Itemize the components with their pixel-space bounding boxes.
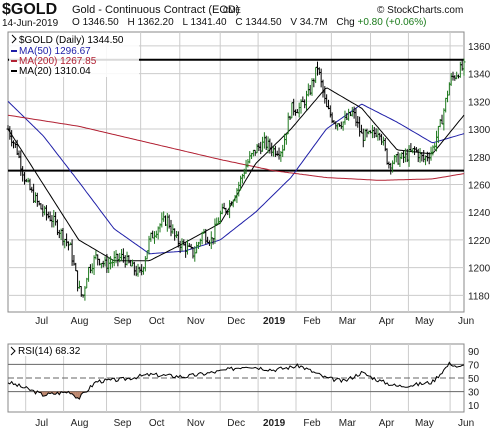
change-value: +0.80 (+0.06%) — [357, 17, 427, 28]
open-value: 1346.50 — [82, 17, 119, 28]
moving-average-line — [7, 100, 465, 255]
chart-header: $GOLD Gold - Continuous Contract (EOD) C… — [0, 0, 496, 30]
x-tick-label: Apr — [379, 316, 395, 327]
x-tick-label: 2019 — [263, 316, 286, 327]
price-bars-group — [6, 58, 466, 301]
rsi-oversold-fill — [44, 391, 47, 396]
rsi-x-tick-label: Nov — [187, 418, 205, 429]
rsi-title: RSI(14) 68.32 — [18, 346, 81, 357]
moving-average-line — [7, 87, 465, 262]
rsi-oversold-fill — [53, 391, 56, 395]
instrument-name: Gold - Continuous Contract (EOD) — [72, 4, 240, 16]
low-value: 1341.40 — [190, 17, 227, 28]
rsi-oversold-fill — [42, 391, 45, 397]
low-label: L — [182, 17, 188, 28]
y-tick-label: 1240 — [468, 208, 491, 219]
y-tick-label: 1200 — [468, 264, 491, 275]
x-tick-label: Oct — [149, 316, 165, 327]
legend-background — [9, 33, 139, 77]
rsi-x-tick-label: Sep — [114, 418, 132, 429]
close-label: C — [235, 17, 243, 28]
price-series-marker — [11, 34, 17, 44]
rsi-x-tick-label: May — [415, 418, 434, 429]
rsi-x-tick-label: Feb — [303, 418, 321, 429]
rsi-series-marker — [10, 346, 16, 356]
quote-date: 14-Jun-2019 — [2, 18, 59, 29]
y-tick-label: 1340 — [468, 70, 491, 81]
moving-average-line — [7, 114, 465, 181]
y-tick-label: 1300 — [468, 125, 491, 136]
y-tick-label: 1360 — [468, 42, 491, 53]
rsi-x-tick-label: Oct — [149, 418, 165, 429]
y-tick-label: 1260 — [468, 180, 491, 191]
rsi-x-tick-label: Jun — [458, 418, 474, 429]
rsi-y-tick-label: 30 — [468, 388, 480, 399]
price-panel-frame — [7, 31, 465, 313]
change-label: Chg — [336, 17, 355, 28]
copyright: © StockCharts.com — [377, 5, 464, 16]
x-tick-label: Nov — [187, 316, 205, 327]
x-tick-label: Sep — [114, 316, 132, 327]
symbol: $GOLD — [2, 1, 58, 18]
rsi-oversold-fill — [75, 391, 78, 399]
rsi-x-tick-label: 2019 — [263, 418, 286, 429]
legend-entry: MA(50) 1296.67 — [19, 46, 91, 57]
volume-value: 34.7M — [299, 17, 328, 28]
rsi-x-tick-label: Dec — [227, 418, 245, 429]
x-tick-label: Dec — [227, 316, 245, 327]
rsi-legend-background — [9, 345, 75, 356]
rsi-oversold-fill — [70, 391, 73, 394]
y-tick-label: 1220 — [468, 236, 491, 247]
high-value: 1362.20 — [137, 17, 174, 28]
volume-label: V — [290, 17, 297, 28]
rsi-y-tick-label: 70 — [468, 360, 480, 371]
rsi-x-tick-label: Jul — [35, 418, 48, 429]
legend-entry: MA(200) 1267.85 — [19, 56, 97, 67]
rsi-y-tick-label: 50 — [468, 374, 480, 385]
y-tick-label: 1320 — [468, 97, 491, 108]
x-tick-label: Aug — [71, 316, 89, 327]
x-tick-label: Jul — [35, 316, 48, 327]
y-tick-label: 1280 — [468, 153, 491, 164]
legend-entry: MA(20) 1310.04 — [19, 66, 91, 77]
x-tick-label: Jun — [458, 316, 474, 327]
rsi-x-tick-label: Aug — [71, 418, 89, 429]
rsi-y-tick-label: 90 — [468, 347, 480, 358]
x-tick-label: Mar — [339, 316, 357, 327]
x-tick-label: Feb — [303, 316, 321, 327]
price-chart-title: $GOLD (Daily) 1344.50 — [19, 35, 124, 46]
rsi-x-tick-label: Mar — [339, 418, 357, 429]
open-label: O — [72, 17, 80, 28]
quote-line: O 1346.50 H 1362.20 L 1341.40 C 1344.50 … — [72, 17, 426, 28]
high-label: H — [127, 17, 135, 28]
rsi-oversold-fill — [73, 391, 76, 399]
rsi-line — [7, 361, 465, 400]
rsi-y-tick-label: 10 — [468, 401, 480, 412]
y-tick-label: 1180 — [468, 291, 490, 302]
close-value: 1344.50 — [245, 17, 282, 28]
rsi-x-tick-label: Apr — [379, 418, 395, 429]
rsi-oversold-fill — [77, 391, 80, 400]
exchange: CME — [223, 6, 241, 15]
x-tick-label: May — [415, 316, 434, 327]
